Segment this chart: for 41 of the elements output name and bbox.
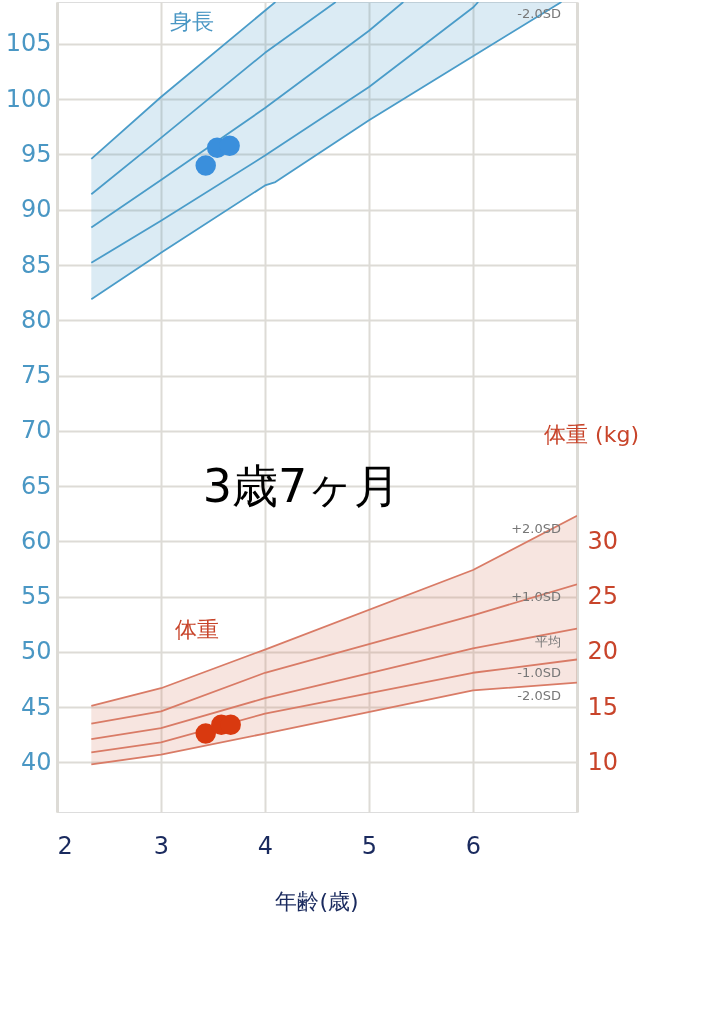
y2-tick-label: 15 [587, 692, 619, 721]
line-series [90, 2, 337, 196]
y-tick-label: 75 [20, 361, 52, 390]
y-tick-label: 55 [20, 582, 52, 611]
line-series [90, 658, 577, 754]
annotation: 身長 [170, 9, 215, 35]
x-tick-label: 2 [57, 831, 73, 860]
y2-tick-label: 30 [587, 526, 619, 555]
x-tick-label: 6 [465, 831, 482, 860]
line-series [90, 583, 577, 725]
y-tick-label: 50 [20, 637, 52, 666]
annotation: 3歳7ヶ月 [202, 459, 401, 513]
y-tick-label: 95 [20, 140, 52, 168]
line-series [90, 2, 480, 264]
y-tick-label: 85 [20, 250, 52, 279]
y-tick-label: 65 [20, 471, 52, 500]
y-tick-label: 80 [20, 305, 52, 334]
line-series [90, 514, 577, 707]
x-tick-label: 3 [153, 831, 170, 860]
line-series [90, 2, 405, 229]
series-label: -2.0SD [517, 687, 561, 703]
y2-tick-label: 20 [587, 637, 619, 666]
x-tick-label: 4 [257, 831, 274, 860]
y-tick-label: 70 [20, 416, 52, 445]
y-tick-label: 60 [20, 526, 52, 555]
point [219, 135, 240, 156]
series-label: 平均 [535, 633, 561, 649]
y-tick-label: 40 [20, 747, 52, 776]
point [195, 155, 216, 176]
y-tick-label: 90 [20, 195, 52, 224]
annotation: 体重 [175, 616, 220, 642]
y-tick-label: 45 [20, 692, 52, 721]
y2-axis-title: 体重 (kg) [544, 422, 639, 448]
x-tick-label: 5 [361, 831, 378, 860]
x-axis-title: 年齢(歳) [275, 889, 359, 914]
y-tick-label: 105 [5, 29, 52, 58]
y2-tick-label: 25 [587, 582, 619, 611]
y2-tick-label: 10 [587, 747, 619, 776]
series-label: -1.0SD [517, 664, 561, 680]
y-tick-label: 100 [5, 84, 52, 113]
line-series [90, 681, 577, 766]
